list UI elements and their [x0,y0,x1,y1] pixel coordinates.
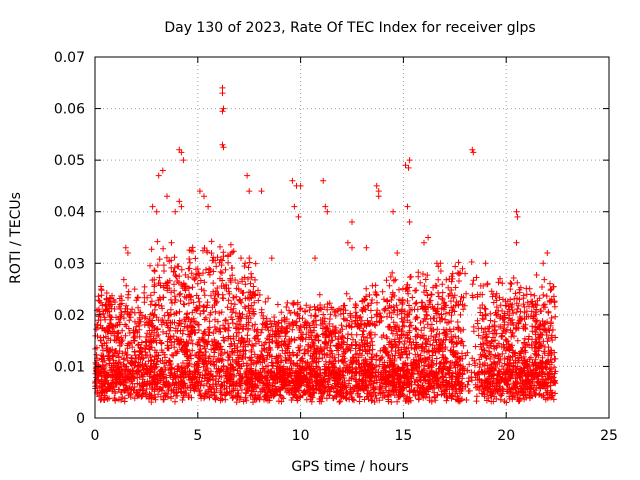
axis-ticks [94,56,610,419]
y-tick-label: 0 [76,411,85,427]
y-tick-label: 0.03 [54,256,85,272]
x-tick-label: 10 [292,428,310,444]
roti-point-marks [92,84,559,406]
chart-title: Day 130 of 2023, Rate Of TEC Index for r… [164,20,535,36]
x-tick-label: 15 [394,428,412,444]
x-tick-label: 0 [91,428,100,444]
plot-frame [94,56,610,419]
y-tick-label: 0.04 [54,205,85,221]
y-tick-labels: 0 0.01 0.02 0.03 0.04 0.05 0.06 0.07 [54,50,85,427]
x-tick-labels: 0 5 10 15 20 25 [91,428,618,444]
y-axis-label: ROTI / TECUs [8,192,24,284]
y-tick-label: 0.07 [54,50,85,66]
x-tick-label: 20 [497,428,515,444]
y-tick-label: 0.02 [54,308,85,324]
x-axis-label: GPS time / hours [291,459,408,475]
y-tick-label: 0.01 [54,359,85,375]
x-tick-label: 5 [193,428,202,444]
y-tick-label: 0.05 [54,153,85,169]
data-points [92,84,559,406]
x-tick-label: 25 [600,428,618,444]
y-tick-label: 0.06 [54,102,85,118]
